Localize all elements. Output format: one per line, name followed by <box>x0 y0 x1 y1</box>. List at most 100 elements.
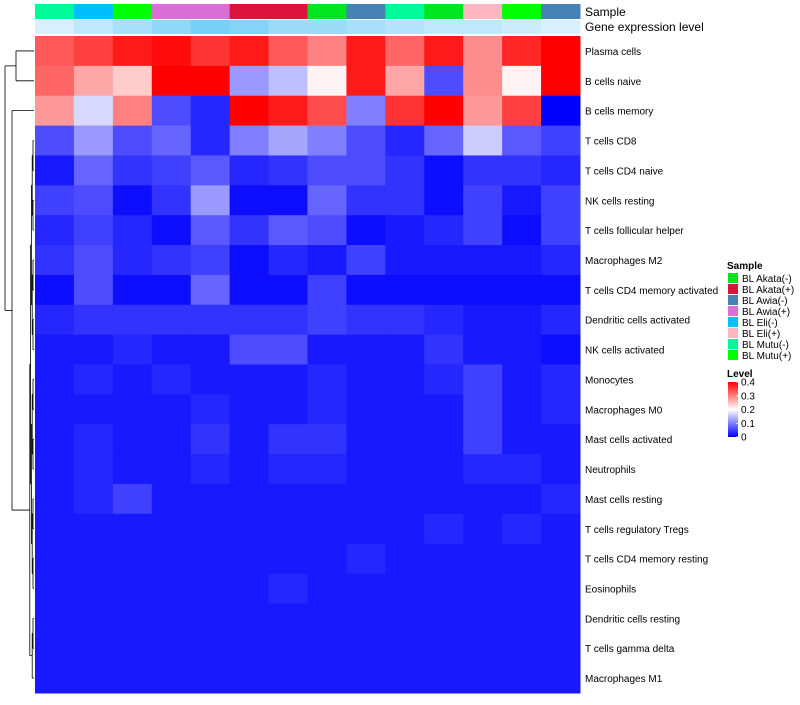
heatmap-cell <box>424 125 464 156</box>
sample-annotation-cell <box>112 4 153 19</box>
heatmap-cell <box>502 185 542 216</box>
row-label: Macrophages M1 <box>585 674 663 685</box>
heatmap-cell <box>307 36 347 67</box>
expression-annotation-cell <box>229 20 270 34</box>
heatmap-cell <box>424 543 464 575</box>
heatmap-cell <box>307 394 347 425</box>
heatmap-cell <box>463 155 503 186</box>
heatmap-cell <box>229 364 270 395</box>
heatmap-cell <box>151 424 192 455</box>
heatmap-cell <box>190 215 231 246</box>
heatmap-cell <box>151 603 192 634</box>
heatmap-cell <box>229 663 270 694</box>
heatmap-cell <box>73 185 114 216</box>
heatmap-cell <box>190 603 231 634</box>
heatmap-cell <box>35 125 75 156</box>
heatmap-cell <box>229 573 270 604</box>
row-label: B cells memory <box>585 107 653 118</box>
heatmap-cell <box>463 65 503 97</box>
heatmap-cell <box>268 364 308 395</box>
heatmap-cell <box>502 334 542 365</box>
heatmap-cell <box>385 274 425 306</box>
heatmap-cell <box>307 573 347 604</box>
heatmap-cell <box>385 573 425 604</box>
heatmap-cell <box>73 215 114 246</box>
heatmap-cell <box>151 185 192 216</box>
heatmap-cell <box>35 543 75 575</box>
column-annotations <box>35 4 581 34</box>
heatmap-cell <box>268 215 308 246</box>
heatmap-cell <box>73 364 114 395</box>
heatmap-cell <box>385 36 425 67</box>
sample-annotation-cell <box>463 4 503 19</box>
heatmap-cell <box>307 125 347 156</box>
heatmap-cell <box>112 364 153 395</box>
heatmap-cell <box>502 245 542 276</box>
heatmap-cell <box>346 573 386 604</box>
heatmap-cell <box>346 65 386 97</box>
heatmap-cell <box>424 394 464 425</box>
heatmap-cell <box>541 125 581 156</box>
sample-annotation-cell <box>229 4 270 19</box>
level-tick-label: 0.4 <box>741 378 755 389</box>
heatmap-cell <box>151 245 192 276</box>
heatmap-cell <box>463 36 503 67</box>
heatmap-cell <box>502 155 542 186</box>
heatmap-cell <box>73 603 114 634</box>
heatmap-cell <box>229 245 270 276</box>
heatmap-cell <box>268 185 308 216</box>
heatmap-cell <box>229 424 270 455</box>
row-label: T cells CD8 <box>585 137 637 148</box>
sample-annotation-cell <box>35 4 75 19</box>
heatmap-cell <box>190 513 231 545</box>
row-label: Monocytes <box>585 375 633 386</box>
heatmap-cell <box>112 95 153 127</box>
heatmap-cell <box>151 454 192 485</box>
heatmap-cell <box>502 274 542 306</box>
heatmap-cell <box>463 543 503 575</box>
heatmap-cell <box>151 394 192 425</box>
expression-annotation-cell <box>73 20 114 34</box>
heatmap-cell <box>385 304 425 336</box>
heatmap-cell <box>463 215 503 246</box>
heatmap-cell <box>424 513 464 545</box>
heatmap-cell <box>229 483 270 515</box>
heatmap-cell <box>73 663 114 694</box>
heatmap-cell <box>541 304 581 336</box>
sample-legend-label: BL Awia(+) <box>742 307 790 318</box>
heatmap-cell <box>268 65 308 97</box>
heatmap-cell <box>190 304 231 336</box>
heatmap-cell <box>112 65 153 97</box>
heatmap-cell <box>541 424 581 455</box>
heatmap-cell <box>502 36 542 67</box>
heatmap-cell <box>307 633 347 664</box>
heatmap-cell <box>112 543 153 575</box>
heatmap-cell <box>424 274 464 306</box>
heatmap-cell <box>385 185 425 216</box>
heatmap-cell <box>268 394 308 425</box>
heatmap-cell <box>541 65 581 97</box>
heatmap-cell <box>502 483 542 515</box>
heatmap-cell <box>151 543 192 575</box>
heatmap-cell <box>346 454 386 485</box>
heatmap-cell <box>151 633 192 664</box>
heatmap-cell <box>307 304 347 336</box>
heatmap-cell <box>346 394 386 425</box>
level-color-bar <box>728 382 738 437</box>
heatmap-cell <box>385 215 425 246</box>
heatmap-cell <box>346 424 386 455</box>
heatmap-cell <box>502 394 542 425</box>
heatmap-cell <box>424 95 464 127</box>
heatmap-cell <box>268 304 308 336</box>
heatmap-cell <box>151 334 192 365</box>
sample-legend-title: Sample <box>727 261 763 272</box>
heatmap-cell <box>190 663 231 694</box>
heatmap-cell <box>307 483 347 515</box>
heatmap-cell <box>385 95 425 127</box>
heatmap-cell <box>268 603 308 634</box>
heatmap-cell <box>541 95 581 127</box>
heatmap-cell <box>424 454 464 485</box>
heatmap-cell <box>541 543 581 575</box>
heatmap-cell <box>307 274 347 306</box>
